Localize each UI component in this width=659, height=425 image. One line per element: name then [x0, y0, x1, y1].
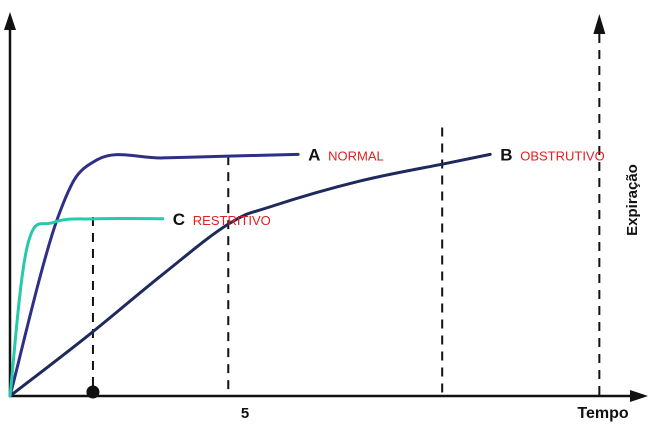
marker-arrow-icon: [593, 14, 606, 34]
series-name-a: NORMAL: [328, 148, 384, 163]
y-axis-label: Expiração: [624, 164, 641, 236]
series-letter-c: C: [173, 210, 185, 229]
series-line-a: [8, 152, 300, 398]
series-line-b: [8, 152, 492, 398]
series-name-b: OBSTRUTIVO: [520, 148, 605, 163]
curve-labels: A NORMAL B OBSTRUTIVO C RESTRITIVO: [173, 145, 605, 228]
series-name-c: RESTRITIVO: [193, 213, 271, 228]
series-letter-a: A: [308, 145, 320, 164]
axes: [4, 12, 648, 402]
x-axis-label: Tempo: [577, 405, 628, 422]
x-tick-label-5: 5: [241, 405, 249, 422]
marker-dot: [86, 385, 100, 399]
dashed-markers: [86, 14, 606, 399]
y-axis-arrow-icon: [4, 12, 16, 30]
series-letter-b: B: [500, 145, 512, 164]
series-line-c: [8, 217, 165, 398]
x-axis-arrow-icon: [630, 390, 648, 402]
curves: [8, 152, 492, 398]
